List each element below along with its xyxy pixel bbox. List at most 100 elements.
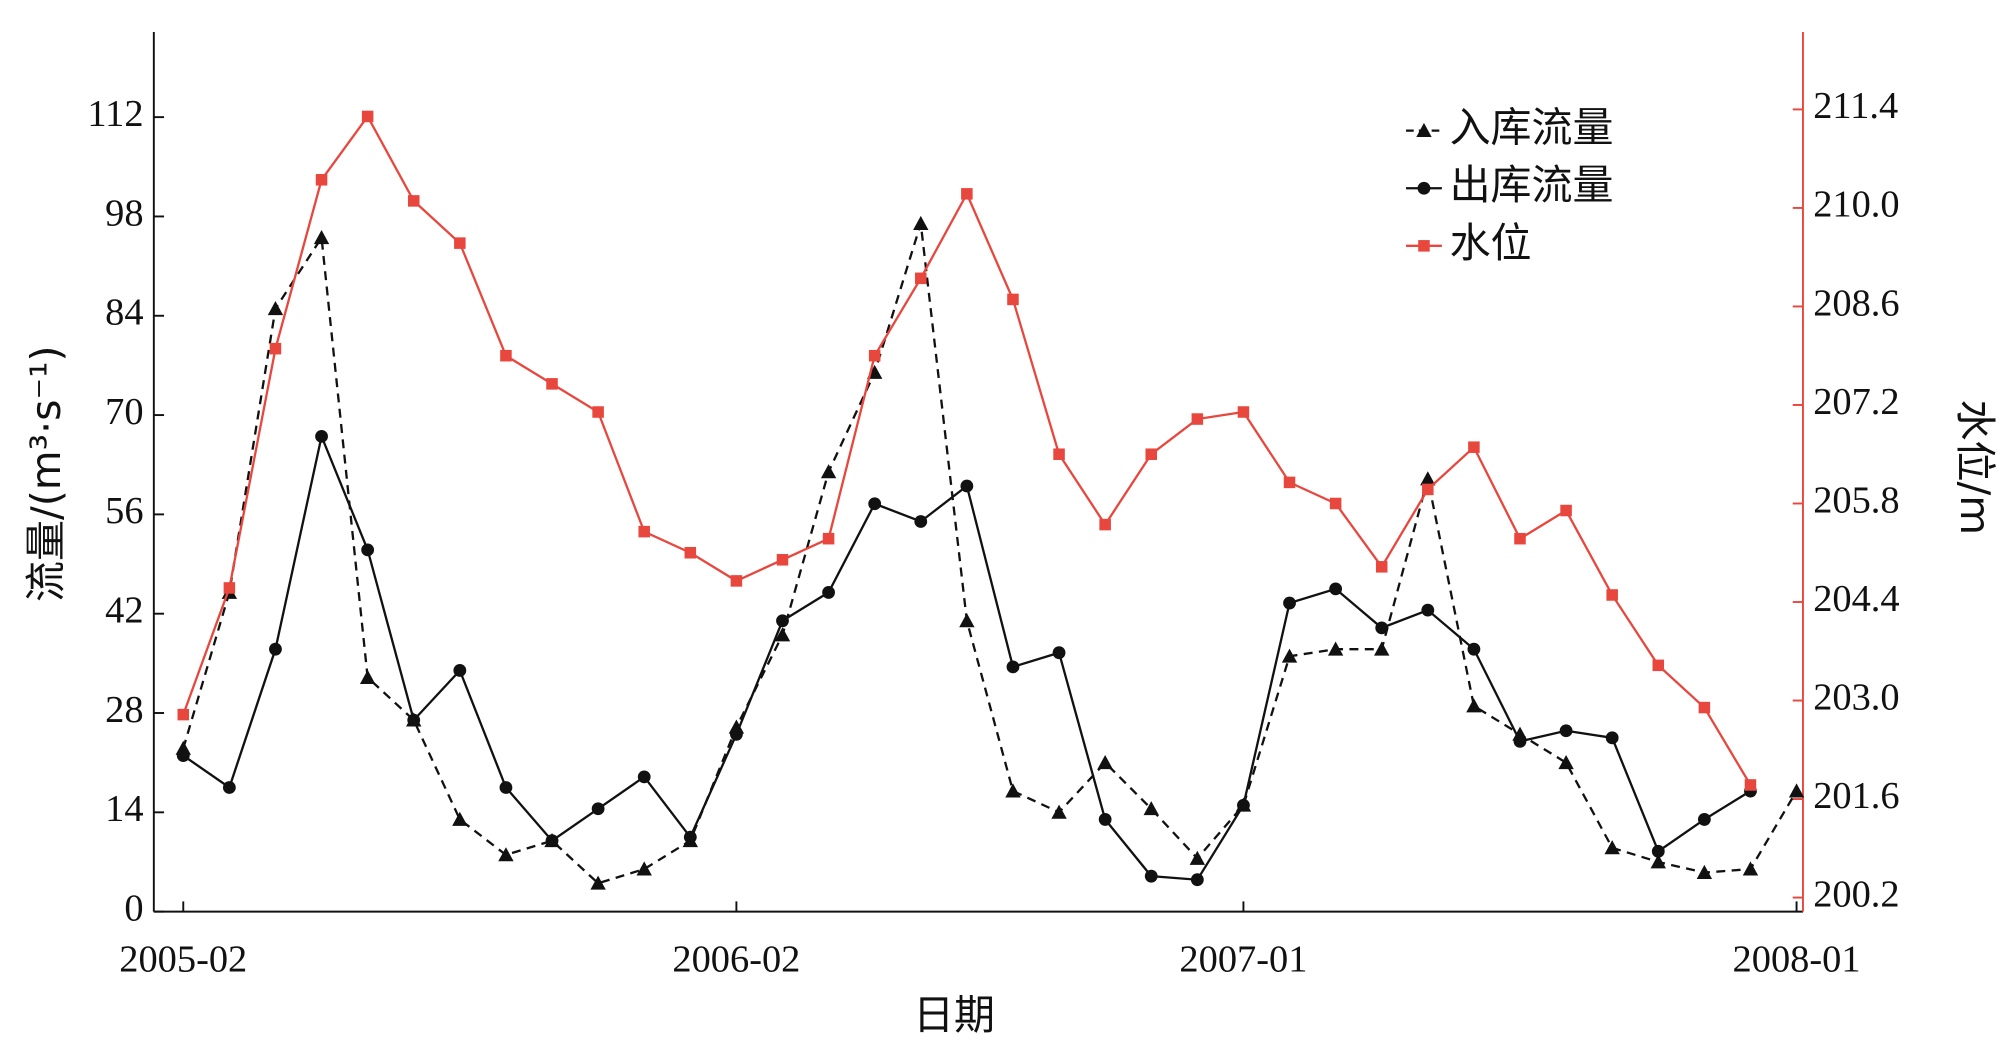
data-point <box>1329 497 1342 510</box>
y-tick-label: 42 <box>105 590 143 632</box>
data-point <box>222 781 236 794</box>
data-point <box>868 497 882 511</box>
data-point <box>454 237 466 249</box>
data-point <box>1604 840 1620 855</box>
data-point <box>546 378 558 390</box>
data-point <box>822 586 835 599</box>
data-point <box>1374 641 1390 656</box>
data-point <box>1099 518 1111 531</box>
y2-tick-label: 200.2 <box>1813 873 1899 915</box>
legend-label: 出库流量 <box>1450 161 1614 209</box>
data-point <box>1329 582 1343 596</box>
data-point <box>1696 864 1713 880</box>
data-point <box>1375 561 1388 573</box>
data-point <box>1466 698 1482 713</box>
data-point <box>1283 476 1296 489</box>
data-point <box>1097 754 1113 770</box>
data-point <box>961 188 973 200</box>
data-point <box>683 830 697 844</box>
data-point <box>1650 854 1666 869</box>
y-tick-label: 112 <box>87 93 143 135</box>
data-point <box>1421 603 1435 617</box>
x-tick-label: 2006-02 <box>672 939 800 981</box>
y-tick-label: 0 <box>124 887 143 929</box>
data-point <box>1788 783 1805 798</box>
legend-marker <box>1418 240 1430 252</box>
data-point <box>1189 850 1206 865</box>
data-point <box>1144 869 1158 883</box>
legend-label: 入库流量 <box>1450 104 1614 152</box>
y2-tick-label: 204.4 <box>1813 578 1899 620</box>
series-line <box>182 223 1798 885</box>
y-tick-label: 84 <box>105 292 143 334</box>
data-point <box>1606 589 1618 601</box>
data-point <box>1651 844 1665 858</box>
data-point <box>545 834 559 848</box>
y2-tick-label: 203.0 <box>1813 676 1899 718</box>
data-point <box>590 875 606 890</box>
data-point <box>1558 754 1574 770</box>
y-tick-label: 28 <box>105 689 143 731</box>
data-point <box>1283 596 1296 610</box>
data-point <box>452 811 468 826</box>
data-point <box>223 582 236 594</box>
data-point <box>1190 873 1204 887</box>
data-point <box>1191 413 1204 425</box>
data-point <box>1468 441 1480 453</box>
data-point <box>498 847 514 862</box>
y-axis-title: 流量/(m³·s⁻¹) <box>22 346 70 602</box>
data-point <box>1006 660 1020 674</box>
data-point <box>315 174 328 186</box>
data-point <box>1098 813 1112 826</box>
data-point <box>776 614 789 628</box>
data-point <box>1652 659 1665 672</box>
y-tick-label: 14 <box>105 788 143 830</box>
data-point <box>820 464 837 479</box>
x-tick-label: 2007-01 <box>1179 939 1307 981</box>
data-point <box>1005 783 1021 798</box>
data-point <box>1237 406 1250 418</box>
data-point <box>1052 646 1066 660</box>
data-point <box>822 532 835 545</box>
y-tick-label: 70 <box>105 391 143 433</box>
data-point <box>1605 731 1619 745</box>
data-point <box>361 110 374 123</box>
legend-marker <box>1416 122 1432 138</box>
data-point <box>1513 734 1527 748</box>
data-point <box>730 575 743 587</box>
series-line <box>182 432 1752 881</box>
data-point <box>1237 798 1250 812</box>
data-point <box>269 342 282 355</box>
data-point <box>1375 621 1389 635</box>
y2-tick-label: 207.2 <box>1813 381 1899 423</box>
data-point <box>1560 504 1572 517</box>
y2-tick-label: 201.6 <box>1813 775 1899 817</box>
data-point <box>914 515 928 528</box>
data-point <box>177 708 190 721</box>
y2-tick-label: 210.0 <box>1813 184 1899 226</box>
y-tick-label: 56 <box>105 490 143 532</box>
y-tick-label: 98 <box>105 192 143 234</box>
data-point <box>1281 648 1298 663</box>
data-point <box>499 781 513 794</box>
legend-marker <box>1417 181 1431 195</box>
data-point <box>361 543 375 557</box>
data-point <box>407 195 420 207</box>
data-point <box>1422 483 1434 496</box>
data-point <box>1327 641 1344 656</box>
data-point <box>407 713 421 727</box>
data-point <box>1007 293 1019 306</box>
data-point <box>500 349 512 362</box>
data-point <box>313 230 330 245</box>
data-point <box>960 479 974 493</box>
data-point <box>1559 724 1573 738</box>
data-point <box>269 642 282 656</box>
data-point <box>1742 861 1759 876</box>
data-point <box>637 770 651 784</box>
data-point <box>636 861 652 876</box>
data-point <box>1514 532 1526 545</box>
data-point <box>776 554 789 566</box>
data-point <box>591 802 605 816</box>
data-point <box>176 749 190 762</box>
